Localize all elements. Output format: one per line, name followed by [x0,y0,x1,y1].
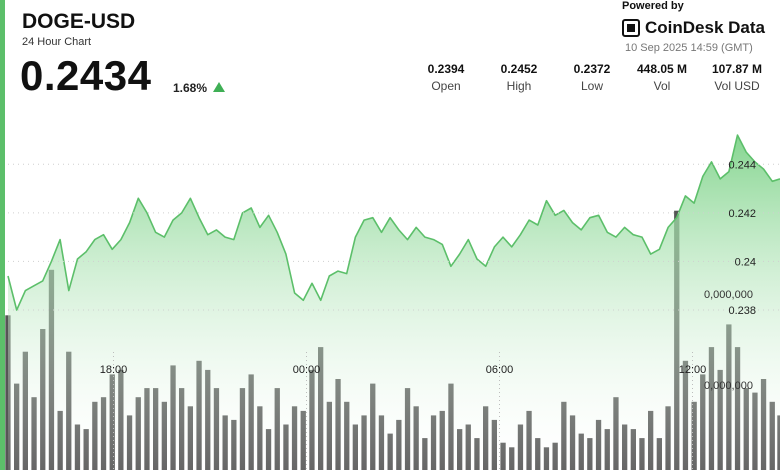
stat-label: Vol [653,79,671,93]
up-arrow-icon [213,82,225,92]
chart-subtitle: 24 Hour Chart [22,36,92,48]
price-change: 1.68% [173,81,208,95]
timestamp: 10 Sep 2025 14:59 (GMT) [625,42,753,54]
price-line [7,134,780,311]
stat-vol: 448.05 M Vol [627,62,697,93]
brand-name: CoinDesk Data [645,18,765,37]
brand-logo: CoinDesk Data [622,18,765,38]
time-tick-label: 06:00 [486,364,514,376]
stat-value: 0.2372 [573,62,611,76]
accent-bar [0,0,5,470]
volume-tick-label: 0,000,000 [704,380,753,392]
stat-open: 0.2394 Open [411,62,481,93]
current-price: 0.2434 [20,52,152,99]
stat-label: Low [580,79,603,93]
price-area [8,135,780,470]
time-tick-label: 12:00 [679,364,707,376]
price-tick-label: 0.242 [728,208,756,220]
time-tick-label: 18:00 [100,364,128,376]
volume-tick-label: 0,000,000 [704,289,753,301]
price-tick-label: 0.244 [728,159,756,171]
stat-label: High [506,79,532,93]
stat-value: 0.2452 [500,62,538,76]
stat-label: Vol USD [714,79,760,93]
powered-by-label: Powered by [622,0,684,12]
price-tick-label: 0.24 [735,256,756,268]
price-tick-label: 0.238 [728,305,756,317]
stat-value: 448.05 M [636,62,688,76]
volume-bar [5,315,11,470]
stat-low: 0.2372 Low [557,62,627,93]
time-tick-label: 00:00 [293,364,321,376]
stat-value: 0.2394 [427,62,465,76]
chart-title: DOGE-USD [22,10,136,33]
stat-vol-usd: 107.87 M Vol USD [702,62,772,93]
stat-label: Open [431,79,461,93]
stat-high: 0.2452 High [484,62,554,93]
coindesk-logo-icon [622,19,640,37]
stat-value: 107.87 M [711,62,763,76]
